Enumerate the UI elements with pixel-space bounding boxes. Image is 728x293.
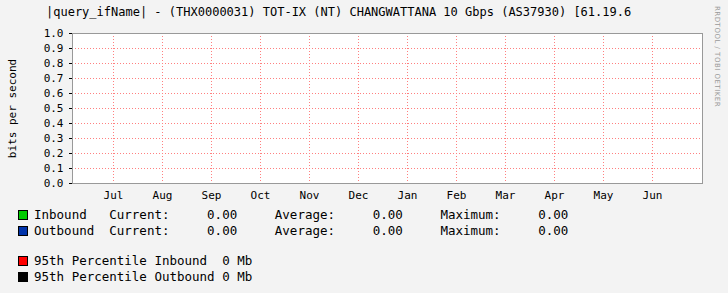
svg-text:Feb: Feb — [447, 189, 467, 202]
svg-text:bits per second: bits per second — [6, 59, 19, 158]
svg-text:Sep: Sep — [202, 189, 222, 202]
svg-text:0.1: 0.1 — [44, 162, 64, 175]
svg-text:Jul: Jul — [104, 189, 124, 202]
html-text:RRDTOOL / TOBI OETIKER: RRDTOOL / TOBI OETIKER — [713, 6, 721, 108]
svg-text:Dec: Dec — [349, 189, 369, 202]
svg-text:Aug: Aug — [153, 189, 173, 202]
svg-text:Nov: Nov — [300, 189, 320, 202]
svg-text:0.3: 0.3 — [44, 132, 64, 145]
svg-text:Oct: Oct — [251, 189, 271, 202]
svg-text:May: May — [594, 189, 614, 202]
svg-text:1.0: 1.0 — [44, 27, 64, 40]
svg-text:0.4: 0.4 — [44, 117, 64, 130]
svg-text:0.8: 0.8 — [44, 57, 64, 70]
html-text:95th Percentile Inbound 0 Mb: 95th Percentile Inbound 0 Mb — [34, 253, 253, 268]
html-text:95th Percentile Outbound 0 Mb: 95th Percentile Outbound 0 Mb — [34, 269, 253, 284]
svg-text:0.2: 0.2 — [44, 147, 64, 160]
svg-text:0.5: 0.5 — [44, 102, 64, 115]
svg-text:Jan: Jan — [398, 189, 418, 202]
svg-text:0.9: 0.9 — [44, 42, 64, 55]
svg-text:Mar: Mar — [496, 189, 516, 202]
html-text:|query_ifName| - (THX0000031): |query_ifName| - (THX0000031) TOT-IX (NT… — [46, 5, 632, 19]
svg-text:Apr: Apr — [545, 189, 565, 202]
html-text:Outbound Current: 0.00 Average: Outbound Current: 0.00 Average: 0.00 Max… — [34, 223, 569, 238]
svg-text:0.6: 0.6 — [44, 87, 64, 100]
svg-text:Jun: Jun — [643, 189, 663, 202]
html-text:Inbound Current: 0.00 Average:: Inbound Current: 0.00 Average: 0.00 Maxi… — [34, 207, 569, 222]
svg-text:0.7: 0.7 — [44, 72, 64, 85]
svg-text:0.0: 0.0 — [44, 177, 64, 190]
